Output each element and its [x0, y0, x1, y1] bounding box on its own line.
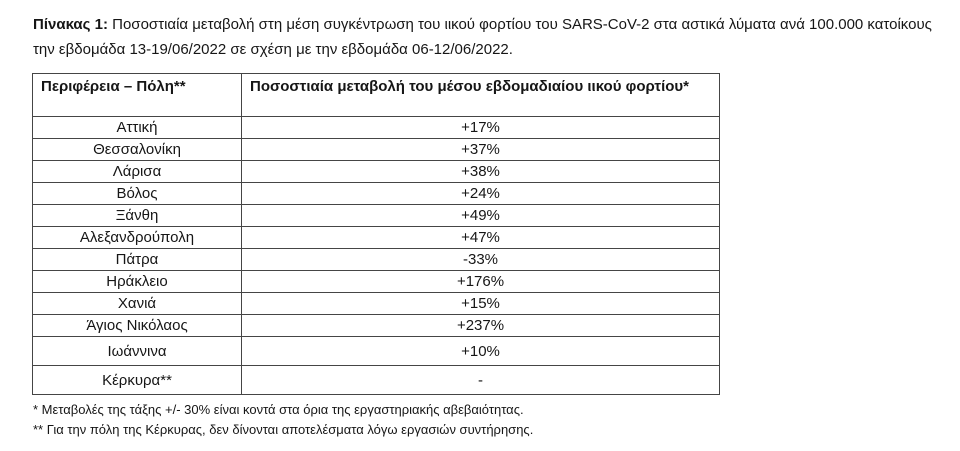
table-row: Πάτρα -33% — [32, 248, 720, 271]
city-cell: Θεσσαλονίκη — [32, 138, 242, 161]
table-caption-label: Πίνακας 1: — [33, 16, 108, 33]
table-row: Βόλος +24% — [32, 182, 720, 205]
table-caption-text: Ποσοστιαία μεταβολή στη μέση συγκέντρωση… — [33, 16, 932, 58]
city-cell: Χανιά — [32, 292, 242, 315]
city-cell: Άγιος Νικόλαος — [32, 314, 242, 337]
table-body: Αττική +17% Θεσσαλονίκη +37% Λάρισα +38%… — [32, 116, 720, 395]
change-cell: +24% — [241, 182, 720, 205]
city-cell: Κέρκυρα** — [32, 365, 242, 395]
city-cell: Ιωάννινα — [32, 336, 242, 366]
footnote-kerkyra-maintenance: ** Για την πόλη της Κέρκυρας, δεν δίνοντ… — [33, 422, 534, 437]
column-header-percent-change: Ποσοστιαία μεταβολή του μέσου εβδομαδιαί… — [241, 73, 720, 117]
change-cell: +10% — [241, 336, 720, 366]
city-cell: Πάτρα — [32, 248, 242, 271]
table-caption: Πίνακας 1: Ποσοστιαία μεταβολή στη μέση … — [33, 12, 936, 62]
change-cell: +176% — [241, 270, 720, 293]
city-cell: Ηράκλειο — [32, 270, 242, 293]
table-row: Αλεξανδρούπολη +47% — [32, 226, 720, 249]
table-row: Κέρκυρα** - — [32, 365, 720, 395]
footnote-lab-uncertainty: * Μεταβολές της τάξης +/- 30% είναι κοντ… — [33, 402, 524, 417]
city-cell: Βόλος — [32, 182, 242, 205]
table-row: Θεσσαλονίκη +37% — [32, 138, 720, 161]
change-cell: +38% — [241, 160, 720, 183]
table-row: Ξάνθη +49% — [32, 204, 720, 227]
change-cell: - — [241, 365, 720, 395]
change-cell: +47% — [241, 226, 720, 249]
table-header-row: Περιφέρεια – Πόλη** Ποσοστιαία μεταβολή … — [32, 73, 720, 117]
change-cell: +237% — [241, 314, 720, 337]
table-row: Ιωάννινα +10% — [32, 336, 720, 366]
table-row: Λάρισα +38% — [32, 160, 720, 183]
column-header-region-city: Περιφέρεια – Πόλη** — [32, 73, 242, 117]
city-cell: Αττική — [32, 116, 242, 139]
table-row: Άγιος Νικόλαος +237% — [32, 314, 720, 337]
change-cell: -33% — [241, 248, 720, 271]
viral-load-table: Περιφέρεια – Πόλη** Ποσοστιαία μεταβολή … — [32, 73, 720, 395]
table-row: Αττική +17% — [32, 116, 720, 139]
document-page: Πίνακας 1: Ποσοστιαία μεταβολή στη μέση … — [32, 12, 936, 440]
change-cell: +37% — [241, 138, 720, 161]
table-row: Χανιά +15% — [32, 292, 720, 315]
footnotes: * Μεταβολές της τάξης +/- 30% είναι κοντ… — [33, 400, 935, 440]
city-cell: Λάρισα — [32, 160, 242, 183]
change-cell: +15% — [241, 292, 720, 315]
city-cell: Ξάνθη — [32, 204, 242, 227]
city-cell: Αλεξανδρούπολη — [32, 226, 242, 249]
change-cell: +49% — [241, 204, 720, 227]
table-row: Ηράκλειο +176% — [32, 270, 720, 293]
change-cell: +17% — [241, 116, 720, 139]
